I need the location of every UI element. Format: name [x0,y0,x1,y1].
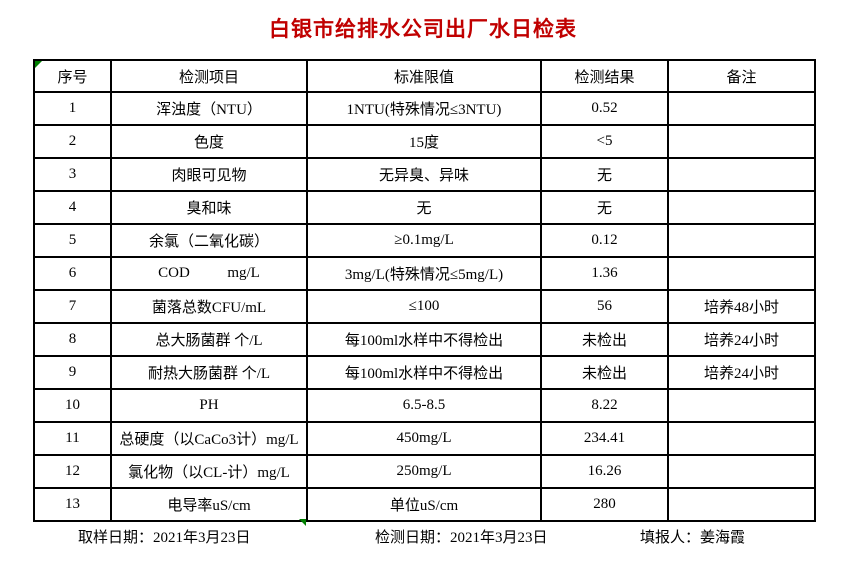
cell-limit: ≥0.1mg/L [306,223,542,258]
cell-index: 13 [33,487,112,522]
table-row: 4 臭和味无无 [33,190,816,225]
cell-index: 3 [33,157,112,192]
test-date-label: 检测日期：2021年3月23日 [375,530,548,546]
cell-note [667,223,816,258]
cell-index: 7 [33,289,112,324]
excel-bottom-marker-icon [299,519,306,526]
cell-result: 1.36 [540,256,669,291]
cell-limit: 250mg/L [306,454,542,489]
cell-index: 1 [33,91,112,126]
cell-limit: 1NTU(特殊情况≤3NTU) [306,91,542,126]
cell-index: 2 [33,124,112,159]
cell-limit: 15度 [306,124,542,159]
header-result: 检测结果 [540,59,669,93]
cell-item: 浑浊度（NTU） [110,91,308,126]
cell-note [667,124,816,159]
table-header-row: 序号 检测项目 标准限值 检测结果 备注 [33,59,816,93]
cell-item: 菌落总数CFU/mL [110,289,308,324]
cell-limit: 3mg/L(特殊情况≤5mg/L) [306,256,542,291]
cell-result: 16.26 [540,454,669,489]
cell-result: 未检出 [540,355,669,390]
cell-index: 11 [33,421,112,456]
cell-note: 培养48小时 [667,289,816,324]
page-title: 白银市给排水公司出厂水日检表 [269,18,577,41]
cell-limit: 450mg/L [306,421,542,456]
cell-index: 10 [33,388,112,423]
cell-item: 氯化物（以CL-计）mg/L [110,454,308,489]
cell-note [667,157,816,192]
cell-item: PH [110,388,308,423]
cell-limit: 每100ml水样中不得检出 [306,355,542,390]
cell-result: 0.52 [540,91,669,126]
footer: 取样日期：2021年3月23日 检测日期：2021年3月23日 填报人：姜海霞 [0,526,846,548]
cell-item: 肉眼可见物 [110,157,308,192]
header-note: 备注 [667,59,816,93]
cell-item: 余氯（二氧化碳） [110,223,308,258]
cell-note [667,388,816,423]
cell-note [667,190,816,225]
table-row: 6 COD mg/L 3mg/L(特殊情况≤5mg/L) 1.36 [33,256,816,291]
cell-note [667,454,816,489]
cell-result: <5 [540,124,669,159]
cell-note: 培养24小时 [667,322,816,357]
cell-result: 234.41 [540,421,669,456]
cell-note [667,91,816,126]
cell-limit: 6.5-8.5 [306,388,542,423]
inspection-table: 序号 检测项目 标准限值 检测结果 备注 1 浑浊度（NTU） 1NTU(特殊情况≤… [33,59,816,522]
cell-note [667,421,816,456]
sampling-date-label: 取样日期：2021年3月23日 [78,530,251,546]
cell-index: 8 [33,322,112,357]
cell-item: 臭和味 [110,190,308,225]
table-row: 11 总硬度（以CaCo3计）mg/L 450mg/L 234.41 [33,421,816,456]
cell-item: COD mg/L [110,256,308,291]
cell-limit: ≤100 [306,289,542,324]
table-row: 12 氯化物（以CL-计）mg/L 250mg/L 16.26 [33,454,816,489]
cell-index: 6 [33,256,112,291]
cell-note [667,487,816,522]
inspection-table-wrap: 序号 检测项目 标准限值 检测结果 备注 1 浑浊度（NTU） 1NTU(特殊情况≤… [33,59,816,522]
cell-index: 9 [33,355,112,390]
header-index: 序号 [33,59,112,93]
cell-result: 56 [540,289,669,324]
cell-item: 耐热大肠菌群 个/L [110,355,308,390]
cell-note: 培养24小时 [667,355,816,390]
cell-index: 12 [33,454,112,489]
table-row: 10 PH 6.5-8.5 8.22 [33,388,816,423]
header-item: 检测项目 [110,59,308,93]
cell-index: 4 [33,190,112,225]
cell-result: 无 [540,190,669,225]
table-row: 8 总大肠菌群 个/L 每100ml水样中不得检出 未检出 培养24小时 [33,322,816,357]
cell-item: 总硬度（以CaCo3计）mg/L [110,421,308,456]
cell-limit: 无 [306,190,542,225]
cell-result: 8.22 [540,388,669,423]
cell-result: 未检出 [540,322,669,357]
excel-corner-marker-icon [35,61,42,68]
header-limit: 标准限值 [306,59,542,93]
reporter-label: 填报人：姜海霞 [640,530,746,546]
cell-result: 无 [540,157,669,192]
table-row: 7 菌落总数CFU/mL ≤100 56 培养48小时 [33,289,816,324]
table-row: 5 余氯（二氧化碳） ≥0.1mg/L 0.12 [33,223,816,258]
cell-result: 280 [540,487,669,522]
cell-limit: 每100ml水样中不得检出 [306,322,542,357]
cell-item: 总大肠菌群 个/L [110,322,308,357]
table-row: 9 耐热大肠菌群 个/L 每100ml水样中不得检出 未检出 培养24小时 [33,355,816,390]
cell-result: 0.12 [540,223,669,258]
cell-item: 色度 [110,124,308,159]
table-row: 1 浑浊度（NTU） 1NTU(特殊情况≤3NTU) 0.52 [33,91,816,126]
table-body: 1 浑浊度（NTU） 1NTU(特殊情况≤3NTU) 0.52 2 色度 15度 <5 3 肉眼可… [33,91,816,522]
table-row: 2 色度 15度 <5 [33,124,816,159]
cell-limit: 无异臭、异味 [306,157,542,192]
table-row: 13 电导率uS/cm 单位uS/cm 280 [33,487,816,522]
cell-index: 5 [33,223,112,258]
cell-note [667,256,816,291]
cell-limit: 单位uS/cm [306,487,542,522]
table-row: 3 肉眼可见物 无异臭、异味无 [33,157,816,192]
cell-item: 电导率uS/cm [110,487,308,522]
